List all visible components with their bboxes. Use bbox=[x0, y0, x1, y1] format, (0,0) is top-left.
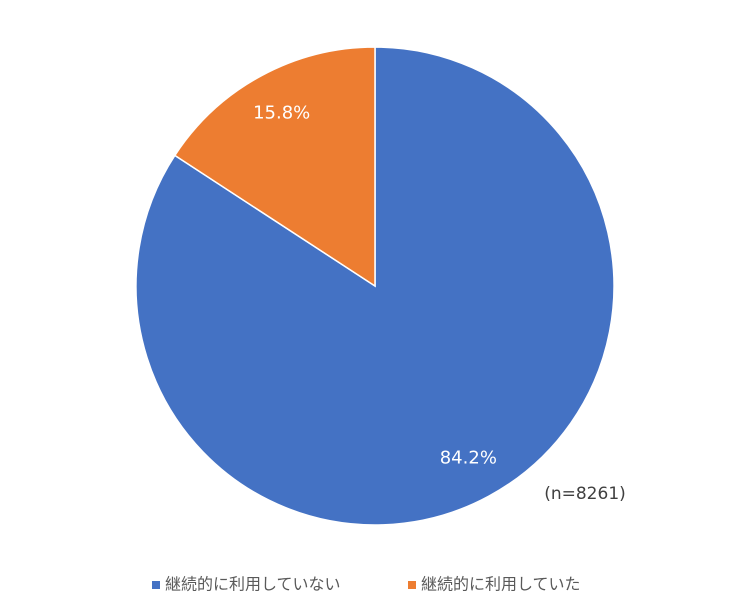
legend-label: 継続的に利用していない bbox=[165, 575, 341, 594]
legend-label: 継続的に利用していた bbox=[421, 575, 581, 594]
pie-slice bbox=[173, 46, 376, 288]
data-label: 15.8% bbox=[253, 103, 310, 124]
data-label: 84.2% bbox=[440, 447, 497, 468]
annotation: (n=8261) bbox=[544, 484, 626, 504]
legend-swatch bbox=[152, 581, 160, 589]
legend-swatch bbox=[408, 581, 416, 589]
